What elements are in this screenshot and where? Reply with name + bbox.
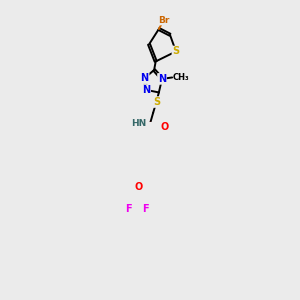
Text: F: F [142, 204, 148, 214]
Text: O: O [134, 182, 142, 192]
Text: CH₃: CH₃ [173, 73, 190, 82]
Text: N: N [142, 85, 150, 95]
Text: F: F [125, 204, 132, 214]
Text: O: O [160, 122, 168, 132]
Text: S: S [172, 46, 179, 56]
Text: S: S [153, 97, 160, 107]
Text: N: N [141, 73, 149, 83]
Text: N: N [158, 74, 166, 84]
Text: HN: HN [131, 119, 146, 128]
Text: Br: Br [158, 16, 169, 25]
